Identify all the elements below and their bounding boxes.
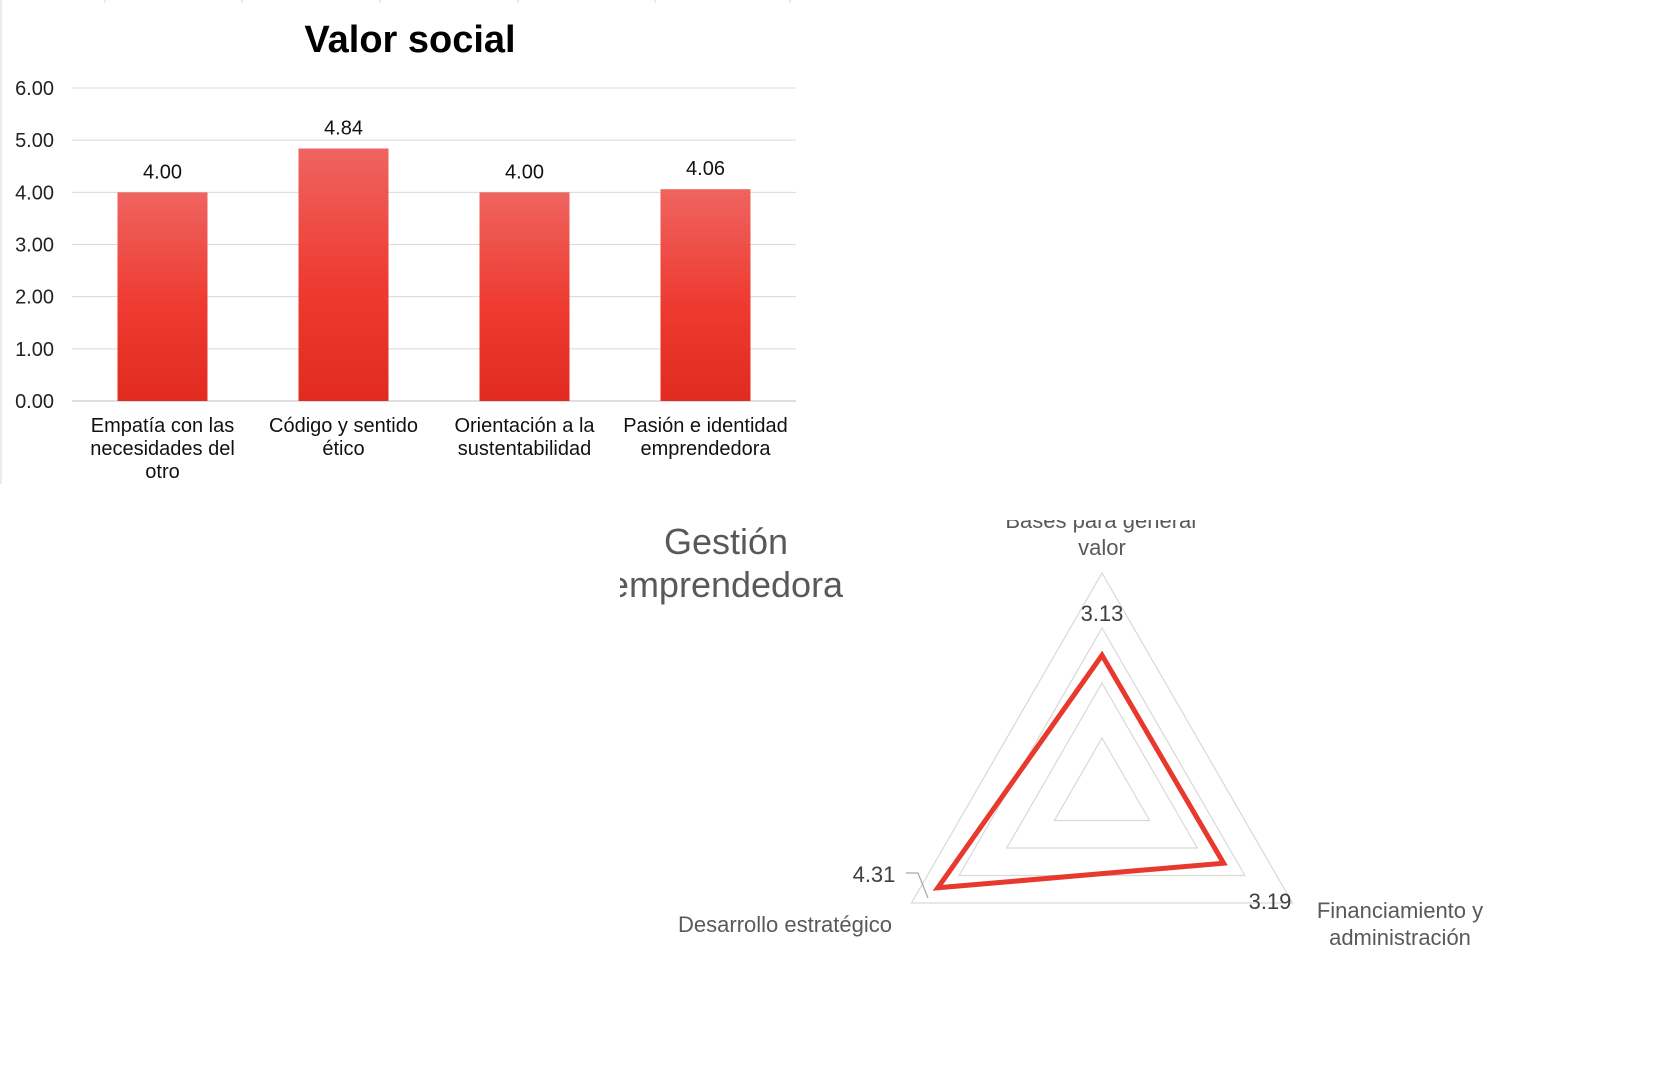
radar-grid-ring	[958, 626, 1246, 877]
radar-value-label: 3.13	[1081, 601, 1124, 626]
bar-value-label: 4.00	[143, 161, 182, 183]
bar	[298, 148, 389, 401]
bar	[479, 192, 570, 401]
radar-series	[932, 650, 1228, 891]
radar-axis-label: Financiamiento y administración	[1317, 898, 1483, 950]
category-label: Pasión e identidad emprendedora	[623, 415, 788, 460]
radar-value-label: 3.19	[1249, 889, 1292, 914]
bar-value-label: 4.00	[505, 161, 544, 183]
y-tick-label: 1.00	[15, 339, 54, 361]
category-label: Código y sentido ético	[269, 415, 418, 460]
radar-axis-label: Desarrollo estratégico	[678, 912, 892, 937]
y-tick-label: 0.00	[15, 391, 54, 413]
bar-value-label: 4.84	[324, 118, 363, 140]
radar-value-labels: 3.13 3.19 4.31	[853, 601, 1292, 914]
y-tick-label: 3.00	[15, 235, 54, 257]
y-tick-label: 5.00	[15, 130, 54, 152]
radar-chart: Gestión emprendedora Bases para generar va…	[620, 520, 1483, 950]
bar	[117, 192, 208, 401]
y-tick-label: 2.00	[15, 287, 54, 309]
radar-grid-ring	[1005, 681, 1199, 849]
radar-value-label: 4.31	[853, 862, 896, 887]
bar-category-labels: Empatía con las necesidades del otro Código…	[90, 415, 788, 483]
bar-value-label: 4.06	[686, 158, 725, 180]
radar-grid-ring	[910, 571, 1294, 904]
radar-grid-ring	[1053, 736, 1151, 822]
category-label: Empatía con las necesidades del otro	[90, 415, 235, 483]
bar-chart: Valor social 0.00 1.00 2.00 3.00 4.00 5.00 6.0…	[0, 0, 818, 484]
bar-chart-title: Valor social	[304, 19, 515, 61]
bar-data-labels: 4.00 4.84 4.00 4.06	[143, 118, 725, 184]
radar-title-text: Gestión emprendedora	[620, 521, 844, 605]
bar-y-axis-ticks: 0.00 1.00 2.00 3.00 4.00 5.00 6.00	[15, 78, 54, 413]
category-label: Orientación a la sustentabilidad	[454, 415, 595, 460]
radar-leader-line	[906, 872, 929, 899]
bar-series	[117, 148, 751, 401]
radar-series-line	[932, 650, 1228, 891]
bar	[660, 189, 751, 401]
radar-chart-title: Gestión emprendedora	[620, 521, 844, 605]
y-tick-label: 4.00	[15, 182, 54, 204]
sheet-column-edges	[104, 0, 791, 3]
y-tick-label: 6.00	[15, 78, 54, 100]
radar-axis-label: Bases para generar valor	[1005, 520, 1198, 560]
